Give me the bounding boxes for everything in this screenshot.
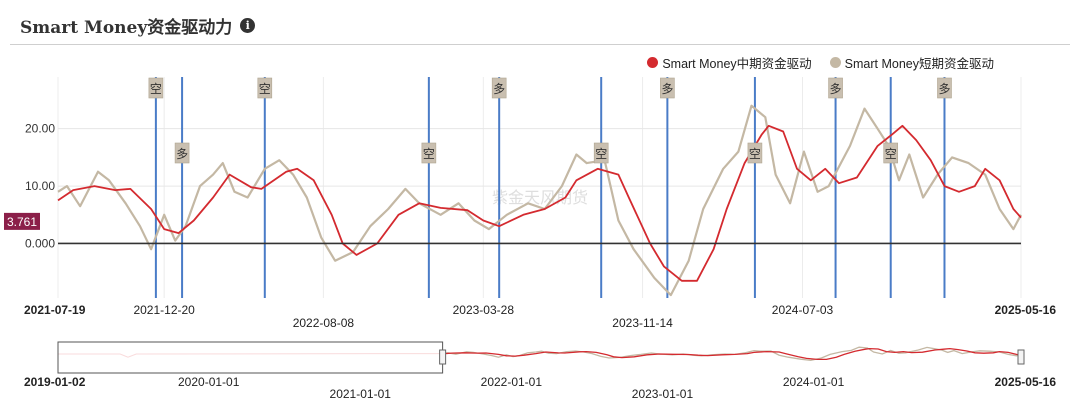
signal-badge [491, 77, 507, 99]
legend-marker-short [829, 57, 841, 68]
signal-badge-label: 多 [938, 82, 950, 96]
legend-label-mid: Smart Money中期资金驱动 [662, 57, 812, 71]
y-tick-label: 0.000 [25, 236, 55, 250]
legend-item-short[interactable]: Smart Money短期资金驱动 [829, 53, 994, 72]
signal-badge [828, 77, 843, 99]
x-tick-label: 2021-07-19 [24, 303, 86, 317]
current-value-badge [4, 212, 40, 230]
signal-badge [747, 142, 763, 164]
y-tick-label: 10.00 [25, 179, 55, 193]
signal-badge [174, 142, 190, 164]
signal-badge [883, 142, 899, 164]
signal-badge [148, 77, 164, 99]
navigator-mask [57, 341, 444, 374]
watermark: 紫金天风期货 [492, 188, 588, 207]
current-value-label: 3.761 [7, 215, 37, 229]
navigator-label: 2023-01-01 [632, 387, 694, 401]
navigator-handle-right[interactable] [1017, 349, 1025, 365]
x-tick-label: 2023-03-28 [453, 303, 515, 317]
signal-lines [154, 77, 946, 298]
navigator-label: 2021-01-01 [330, 387, 392, 401]
axes: 0.000 10.00 20.00 3.761 2021-07-19 2021-12-20… [4, 122, 1056, 330]
x-tick-label: 2025-05-16 [995, 303, 1057, 317]
x-tick-label: 2024-07-03 [772, 303, 834, 317]
signal-badge-label: 多 [176, 147, 188, 161]
navigator-handle-left[interactable] [439, 349, 447, 365]
navigator-label: 2022-01-01 [481, 375, 543, 389]
legend-label-short: Smart Money短期资金驱动 [844, 57, 994, 71]
signal-badge-label: 空 [885, 147, 897, 161]
chart-header: Smart Money资金驱动力 i [20, 10, 256, 40]
x-tick-label: 2021-12-20 [133, 303, 195, 317]
navigator-series-mid [442, 347, 1022, 361]
navigator-label: 2019-01-02 [24, 375, 86, 389]
series-lines [57, 104, 1022, 297]
x-tick-label: 2023-11-14 [612, 316, 673, 330]
chart-legend: Smart Money中期资金驱动 Smart Money短期资金驱动 [647, 53, 994, 72]
signal-badge [937, 77, 952, 99]
signal-badge [660, 77, 675, 99]
signal-badge [421, 142, 437, 164]
signal-badge-label: 空 [749, 147, 761, 161]
info-circle-icon[interactable]: i [240, 17, 256, 33]
signal-badge [593, 142, 609, 164]
signal-badge-label: 空 [150, 82, 162, 96]
header-divider [10, 44, 1070, 45]
navigator-label: 2024-01-01 [783, 375, 845, 389]
navigator-label: 2020-01-01 [178, 375, 240, 389]
navigator-label: 2025-05-16 [995, 375, 1057, 389]
chart-title: Smart Money资金驱动力 [20, 17, 233, 38]
legend-marker-mid [647, 57, 659, 68]
y-tick-label: 20.00 [25, 122, 55, 136]
signal-badge-label: 空 [595, 147, 607, 161]
signal-badge-label: 多 [493, 82, 505, 96]
signal-badge-label: 多 [661, 82, 673, 96]
legend-item-mid[interactable]: Smart Money中期资金驱动 [647, 53, 812, 72]
signal-badge-label: 空 [259, 82, 271, 96]
series-mid-line [57, 124, 1022, 282]
navigator-series-short [442, 346, 1022, 362]
signal-badge-label: 多 [830, 82, 842, 96]
x-tick-label: 2022-08-08 [293, 316, 355, 330]
signal-badge-label: 空 [423, 147, 435, 161]
navigator: 2019-01-02 2020-01-01 2021-01-01 2022-01-01… [24, 341, 1057, 401]
signal-badge [257, 77, 273, 99]
